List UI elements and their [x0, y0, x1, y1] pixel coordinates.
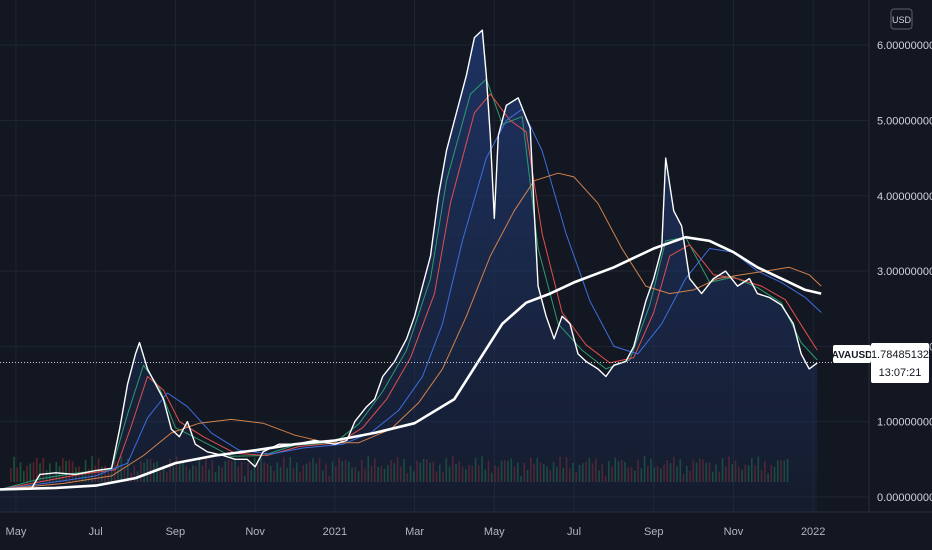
x-tick-label: Jul [567, 526, 581, 538]
x-tick-label: May [484, 526, 505, 538]
x-tick-label: 2022 [801, 526, 825, 538]
volume-bar [68, 459, 71, 482]
y-tick-label: 1.00000000 [877, 417, 932, 429]
symbol-label: AVAUSD [832, 350, 873, 361]
x-tick-label: Nov [724, 526, 744, 538]
price-axis[interactable]: 0.000000001.000000002.000000003.00000000… [877, 40, 932, 504]
ma-blue-line [0, 108, 822, 490]
y-tick-label: 6.00000000 [877, 40, 932, 52]
moving-averages [0, 78, 822, 491]
currency-button-frame [890, 8, 913, 30]
price-line [0, 29, 818, 491]
x-tick-label: Sep [166, 526, 186, 538]
volume-bar [84, 460, 87, 482]
volume-bar [13, 456, 15, 482]
currency-label: USD [892, 15, 912, 25]
ma-long-line [0, 235, 822, 491]
x-tick-label: May [6, 526, 27, 538]
volume-bar [91, 456, 93, 482]
price-tag: AVAUSD 1.78485132 13:07:21 [832, 343, 929, 383]
price-tag-bg [871, 343, 929, 383]
current-price-label: 1.78485132 [871, 349, 929, 361]
volume-bar [26, 465, 28, 482]
volume-bar [62, 458, 64, 482]
x-tick-label: Sep [644, 526, 664, 538]
volume-bar [36, 457, 38, 482]
volume-bar [39, 463, 41, 482]
volume-bar [19, 462, 22, 482]
volume-bar [29, 463, 32, 482]
y-tick-label: 4.00000000 [877, 191, 932, 203]
y-tick-label: 3.00000000 [877, 266, 932, 278]
volume-bar [16, 467, 19, 482]
y-tick-label: 0.00000000 [877, 492, 932, 504]
ma-red-line [0, 93, 818, 490]
price-area-fill [0, 30, 818, 512]
countdown-label: 13:07:21 [879, 367, 922, 379]
currency-button[interactable]: USD [890, 8, 913, 30]
volume-bar [42, 457, 45, 482]
volume-bar [32, 462, 35, 482]
volume-bar [49, 463, 51, 482]
x-tick-label: Jul [89, 526, 103, 538]
volume-bar [10, 468, 12, 482]
volume-bar [65, 460, 67, 482]
x-tick-label: Mar [405, 526, 424, 538]
x-tick-label: 2021 [323, 526, 347, 538]
time-axis[interactable]: May Jul Sep Nov 2021 Mar May Jul Sep Nov 2022 [6, 526, 826, 538]
volume-bar [23, 471, 25, 482]
x-tick-label: Nov [245, 526, 265, 538]
y-tick-label: 5.00000000 [877, 115, 932, 127]
volume-bar [71, 461, 74, 482]
ma-orange-line [0, 172, 822, 490]
volume-bar [55, 461, 58, 482]
symbol-tag-bg [833, 345, 871, 363]
